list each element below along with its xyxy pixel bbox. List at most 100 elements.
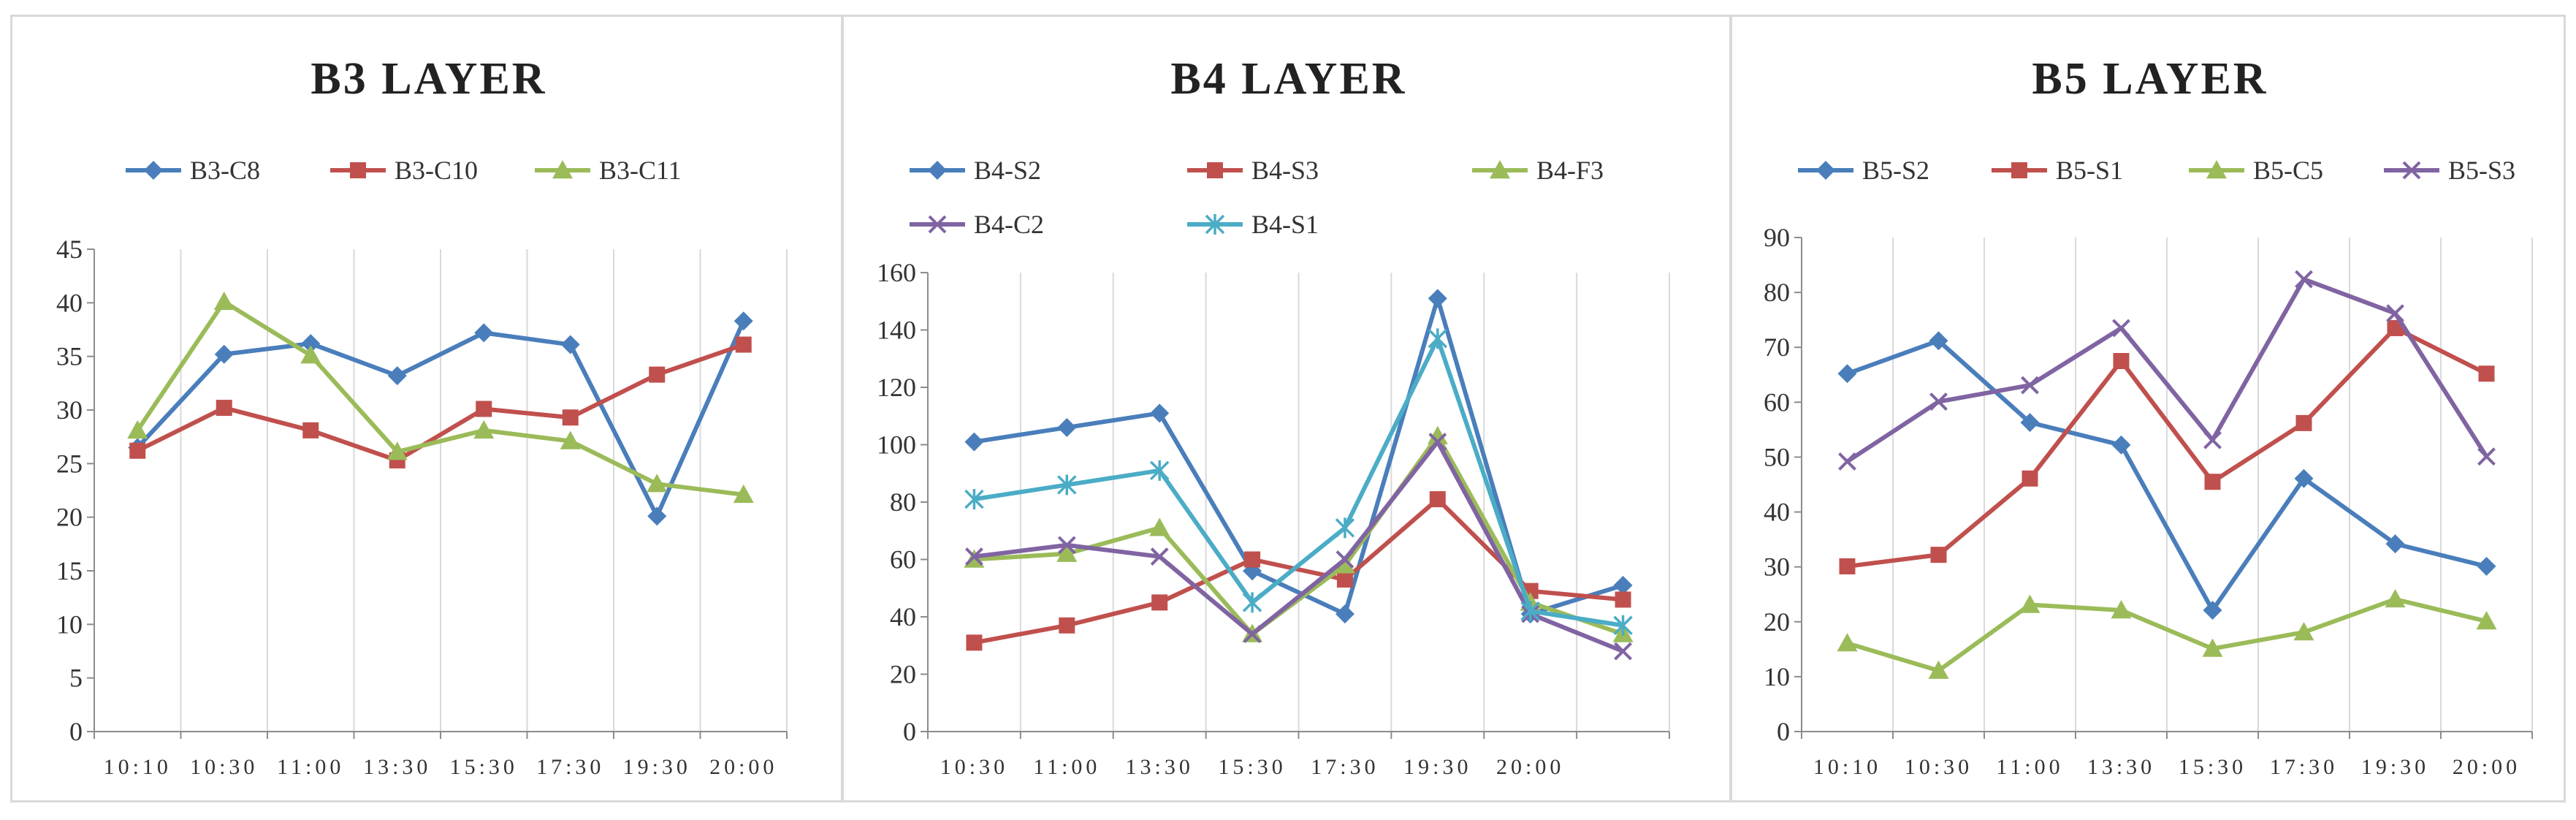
data-point	[1057, 474, 1077, 496]
chart-panel-b5: B5 LAYER B5-S2 B5-S1 B5-C5 B5-S3 0 10 20 30 40 50 6…	[1730, 15, 2566, 802]
legend-marker	[2402, 161, 2421, 180]
data-point	[733, 484, 754, 504]
x-tick-label: 19:30	[1403, 755, 1471, 779]
legend-entry: B5-S1	[1992, 156, 2123, 185]
data-point	[2203, 430, 2222, 449]
x-tick-label: 11:00	[1033, 755, 1100, 779]
legend-marker	[144, 161, 163, 180]
legend-entry: B5-S3	[2384, 156, 2515, 185]
chart-panel-b4: B4 LAYER B4-S2 B4-S3 B4-F3 B4-C2 B4-S1 0 20 40 60…	[842, 15, 1731, 802]
data-point	[964, 432, 984, 452]
data-point	[129, 442, 146, 459]
y-tick-label: 30	[1764, 553, 1790, 582]
y-tick-label: 35	[56, 342, 83, 371]
series-line	[1846, 596, 2488, 673]
chart-b4-svg: B4 LAYER B4-S2 B4-S3 B4-F3 B4-C2 B4-S1 0 20 40 60…	[877, 54, 1670, 779]
x-tick-label: 13:30	[363, 755, 431, 779]
data-point	[1149, 517, 1170, 536]
y-tick-label: 0	[1777, 717, 1790, 746]
data-point	[2477, 556, 2496, 576]
data-point	[1615, 591, 1631, 608]
data-point	[2477, 447, 2496, 466]
series-B3-C11	[127, 291, 754, 504]
data-point	[2021, 376, 2039, 395]
data-point	[302, 422, 319, 439]
series-line	[974, 433, 1624, 637]
data-point	[1520, 601, 1540, 622]
data-point	[1929, 392, 1948, 411]
data-point	[127, 420, 148, 439]
legend-label: B4-C2	[974, 210, 1044, 239]
y-tick-label: 160	[877, 258, 916, 287]
data-point	[301, 334, 321, 354]
data-point	[2019, 594, 2040, 613]
data-point	[1427, 425, 1448, 444]
data-point	[1150, 403, 1170, 423]
data-point	[560, 430, 581, 449]
legend-marker	[552, 160, 573, 179]
y-tick-label: 120	[877, 373, 916, 402]
x-tick-label: 10:10	[1813, 755, 1881, 779]
legend-marker	[350, 162, 366, 178]
legend-label: B4-S1	[1251, 210, 1319, 239]
y-tick-label: 0	[903, 717, 916, 746]
legend-entry: B3-C11	[535, 156, 682, 185]
data-point	[649, 366, 666, 383]
data-point	[2385, 588, 2406, 608]
data-point	[1839, 558, 1856, 574]
x-tick-label: 19:30	[623, 755, 691, 779]
x-tick-label: 15:30	[1218, 755, 1286, 779]
y-tick-label: 40	[890, 602, 916, 631]
legend-label: B4-S3	[1251, 156, 1319, 185]
legend-label: B4-F3	[1536, 156, 1604, 185]
data-point	[1428, 328, 1448, 349]
data-point	[1428, 289, 1447, 308]
series-line	[1847, 325, 2488, 569]
y-tick-label: 90	[1764, 223, 1790, 252]
chart-title: B4 LAYER	[1170, 54, 1406, 104]
y-tick-label: 30	[56, 395, 83, 425]
data-point	[213, 291, 235, 311]
series-B5-C5	[1837, 588, 2497, 679]
data-point	[1056, 543, 1078, 562]
data-point	[647, 474, 668, 493]
data-point	[1838, 452, 1856, 471]
y-tick-label: 0	[69, 717, 83, 746]
data-point	[387, 366, 407, 386]
series-line	[1845, 277, 2489, 463]
data-point	[1429, 491, 1446, 508]
x-tick-label: 11:00	[277, 755, 344, 779]
series-line	[135, 299, 744, 497]
x-tick-label: 10:30	[190, 755, 258, 779]
data-point	[473, 420, 495, 439]
data-point	[1151, 594, 1168, 611]
legend-entry: B4-F3	[1472, 156, 1604, 185]
legend-label: B5-S1	[2056, 156, 2123, 185]
data-point	[1613, 615, 1633, 636]
data-point	[1335, 550, 1354, 569]
data-point	[1335, 517, 1355, 539]
legend-marker	[2011, 162, 2027, 178]
data-point	[2111, 435, 2131, 455]
chart-b5-svg: B5 LAYER B5-S2 B5-S1 B5-C5 B5-S3 0 10 20 30 40 50 6…	[1764, 54, 2533, 779]
legend-entry: B4-S3	[1187, 156, 1319, 185]
legend-entry: B4-C2	[910, 210, 1044, 239]
data-point	[2021, 470, 2038, 487]
data-point	[214, 344, 234, 364]
data-point	[1613, 575, 1633, 595]
data-point	[1057, 536, 1076, 555]
data-point	[2295, 270, 2313, 289]
y-tick-label: 70	[1764, 333, 1790, 362]
data-point	[1059, 617, 1075, 634]
data-point	[2294, 468, 2314, 488]
x-tick-label: 19:30	[2361, 755, 2429, 779]
data-point	[2295, 414, 2312, 431]
legend-label: B5-S2	[1862, 156, 1929, 185]
data-point	[1928, 660, 1949, 679]
y-tick-label: 100	[877, 430, 916, 460]
legend-marker	[1205, 214, 1225, 235]
legend-entry: B5-S2	[1798, 156, 1929, 185]
chart-b3-svg: B3 LAYER B3-C8 B3-C10 B3-C11 0 5 10 15 20 25 30 35 4…	[56, 54, 788, 779]
y-tick-label: 10	[56, 610, 83, 639]
data-point	[1242, 592, 1262, 613]
